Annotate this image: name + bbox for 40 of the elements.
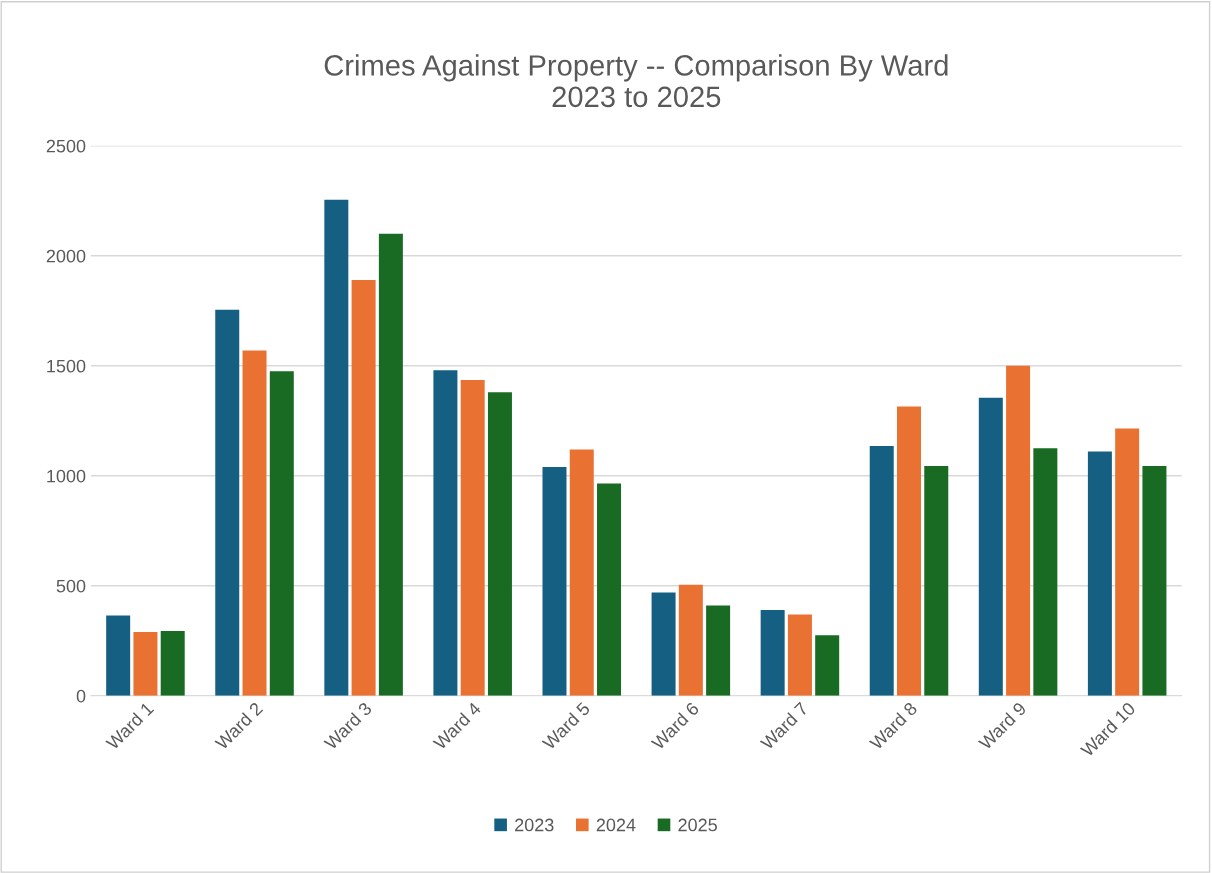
bar [433, 370, 458, 696]
bar [351, 279, 376, 696]
bar [678, 584, 703, 696]
bar [1115, 428, 1140, 696]
y-tick-label: 500 [56, 579, 86, 593]
bar [1142, 465, 1167, 696]
y-tick-label: 2000 [46, 249, 86, 263]
bar [106, 615, 131, 696]
bar [378, 233, 403, 696]
bar [597, 483, 622, 696]
bar [924, 465, 949, 696]
bar [706, 605, 731, 696]
bar [787, 614, 812, 696]
bar [133, 631, 158, 696]
bar [1033, 448, 1058, 696]
y-tick-label: 1000 [47, 469, 86, 483]
bar [760, 609, 785, 696]
bar [242, 350, 267, 696]
bar [460, 380, 485, 696]
bar [324, 199, 349, 696]
y-tick-label: 1500 [47, 359, 86, 373]
legend-label: 2025 [678, 818, 717, 832]
chart-title: Crimes Against Property -- Comparison By Ward 2023 to 2025 [324, 54, 948, 108]
bar [1087, 451, 1112, 696]
bar [978, 397, 1003, 696]
bar [160, 630, 185, 696]
bar [542, 466, 567, 696]
bar [1006, 365, 1031, 696]
bar [215, 309, 240, 696]
legend-label: 2024 [596, 818, 636, 832]
bar [269, 371, 294, 696]
y-tick-label: 2500 [46, 139, 86, 153]
y-tick-label: 0 [76, 689, 86, 703]
bar [569, 449, 594, 696]
bar [651, 592, 676, 696]
bar [897, 406, 921, 696]
bar [815, 635, 840, 696]
bar [487, 392, 512, 696]
bar [869, 446, 894, 696]
legend-label: 2023 [515, 818, 554, 832]
